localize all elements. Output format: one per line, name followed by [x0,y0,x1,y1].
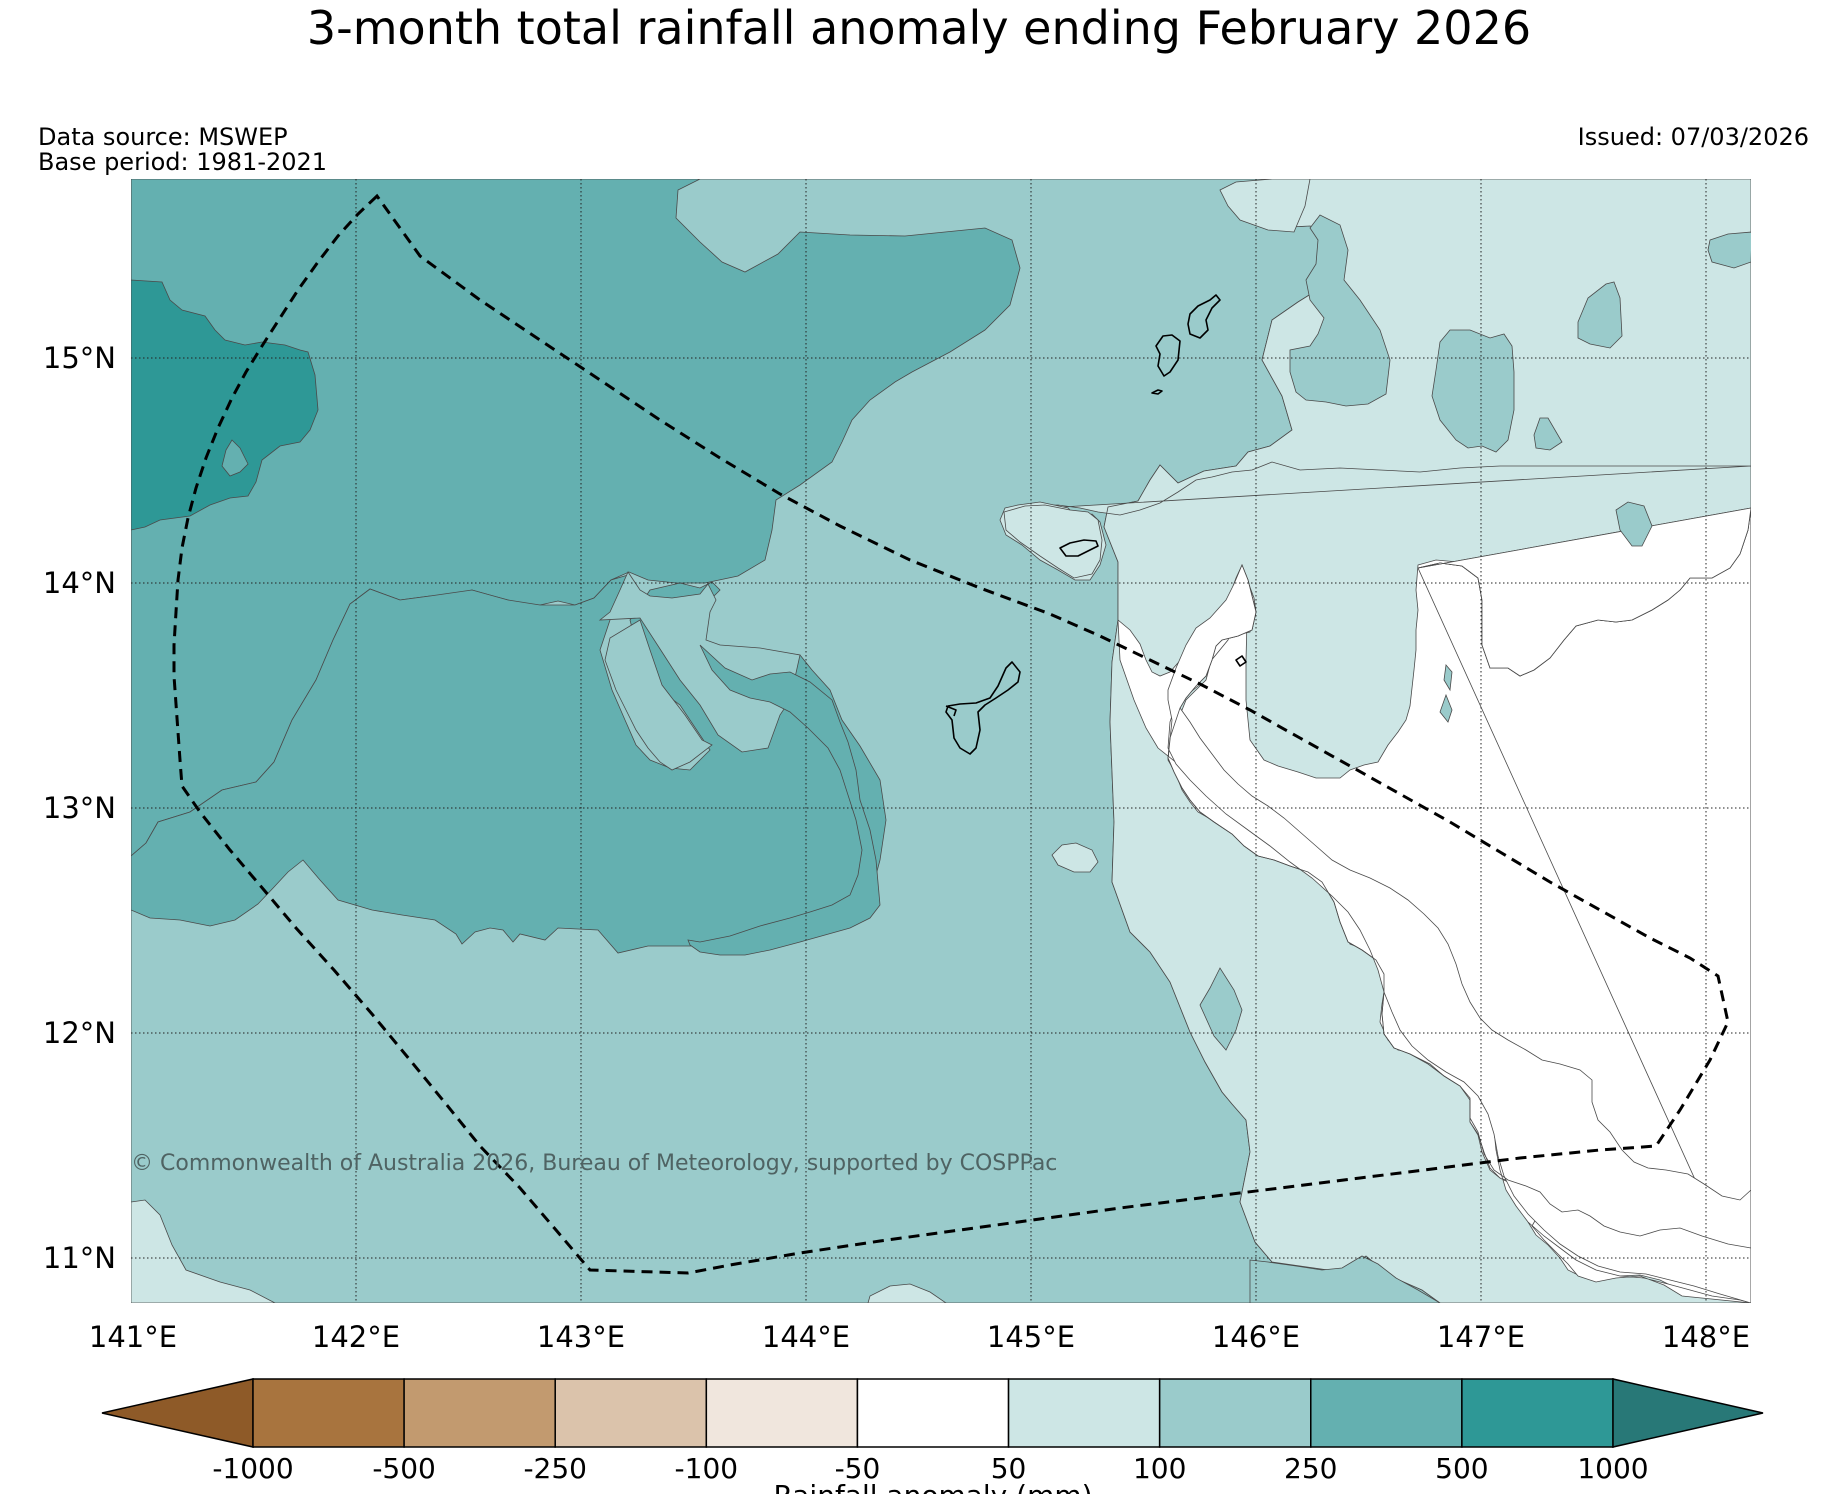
latitude-tick-labels: 15°N 14°N 13°N 12°N 11°N [43,341,116,1275]
anomaly-patch-50-100-north [1219,179,1311,233]
islet-outline [1235,655,1247,667]
map-gridlines [131,179,1751,1303]
anomaly-patch-50-100-south [867,1283,947,1303]
lat-tick-label: 13°N [43,791,116,825]
rota-island-outline [1059,539,1099,557]
colorbar-tick-label: 100 [1133,1452,1186,1485]
anomaly-patch-100-250-south [1249,1255,1441,1303]
lat-tick-label: 12°N [43,1016,116,1050]
colorbar-tick-label: -250 [523,1452,587,1485]
colorbar-tick-label: -100 [675,1452,739,1485]
lon-tick-label: 141°E [89,1320,177,1354]
anomaly-patch-100-250-b [1431,329,1515,453]
colorbar-bin [705,1378,859,1448]
copyright-notice: © Commonwealth of Australia 2026, Bureau… [131,1151,1057,1176]
saipan-island-outline [1187,294,1221,339]
colorbar-tick-label: 500 [1435,1452,1488,1485]
base-period-label: Base period: 1981-2021 [38,148,327,176]
lon-tick-label: 145°E [987,1320,1075,1354]
island-outlines [945,294,1247,755]
colorbar-extend-low [101,1378,254,1448]
colorbar-tick-label: 250 [1284,1452,1337,1485]
colorbar-bin [1310,1378,1463,1448]
anomaly-patch-50-100-central [1003,504,1103,579]
guam-island-outline [945,661,1021,755]
anomaly-patch-100-250-e [1615,501,1653,547]
anomaly-patch-50-100-central-b [1051,842,1099,873]
colorbar-bin [1158,1378,1312,1448]
tinian-island-outline [1155,334,1181,377]
anomaly-patch-100-250-h [1439,664,1453,723]
colorbar-bin [252,1378,405,1448]
colorbar-tick-label: 50 [991,1452,1027,1485]
colorbar-tick-label: 1000 [1577,1452,1648,1485]
anomaly-field-250-500-centre [687,644,881,956]
lon-tick-label: 147°E [1437,1320,1525,1354]
anomaly-field-overlay [131,179,1441,1303]
colorbar-bin [1007,1378,1161,1448]
colorbar-extend-high [1612,1378,1764,1448]
lon-tick-label: 146°E [1212,1320,1300,1354]
anomaly-patch-100-250-d [1533,417,1563,451]
lon-tick-label: 144°E [762,1320,850,1354]
lat-tick-label: 11°N [43,1241,116,1275]
colorbar-title: Rainfall anomaly (mm) [773,1479,1092,1494]
anomaly-patch-100-250-f [1707,231,1751,269]
rainfall-anomaly-map: © Commonwealth of Australia 2026, Bureau… [131,179,1751,1303]
lon-tick-label: 143°E [537,1320,625,1354]
colorbar: -1000 -500 -250 -100 -50 50 100 250 500 1000 Rain… [101,1378,1764,1494]
colorbar-tick-labels: -1000 -500 -250 -100 -50 50 100 250 500 1000 [212,1452,1648,1485]
anomaly-patch-100-250-g [1199,967,1243,1051]
colorbar-tick-label: -1000 [212,1452,293,1485]
lat-tick-label: 14°N [43,566,116,600]
colorbar-bin [1461,1378,1614,1448]
colorbar-bin [403,1378,556,1448]
colorbar-tick-label: -500 [372,1452,436,1485]
lat-tick-label: 15°N [43,341,116,375]
anomaly-patch-100-250-c [1577,281,1623,349]
anomaly-field-500-1000 [131,279,319,531]
issued-date-label: Issued: 07/03/2026 [1578,123,1809,151]
colorbar-bins [252,1378,1614,1448]
region-boundary-outline [172,193,1730,1275]
colorbar-bin [554,1378,708,1448]
anomaly-field-neutral-final [1167,507,1751,1303]
page-title: 3-month total rainfall anomaly ending Fe… [307,1,1531,55]
lon-tick-label: 148°E [1662,1320,1750,1354]
data-source-label: Data source: MSWEP [38,123,288,151]
anomaly-field-100-250-inlet-b [604,619,713,771]
aguijan-island-outline [1151,389,1163,395]
anomaly-field-500-1000-hole [221,439,249,477]
guam-reef-outline [945,705,957,717]
longitude-tick-labels: 141°E 142°E 143°E 144°E 145°E 146°E 147°… [89,1320,1750,1354]
lon-tick-label: 142°E [312,1320,400,1354]
colorbar-tick-label: -50 [835,1452,881,1485]
anomaly-patch-50-100-southwest [131,1199,276,1303]
colorbar-bin [856,1378,1010,1448]
